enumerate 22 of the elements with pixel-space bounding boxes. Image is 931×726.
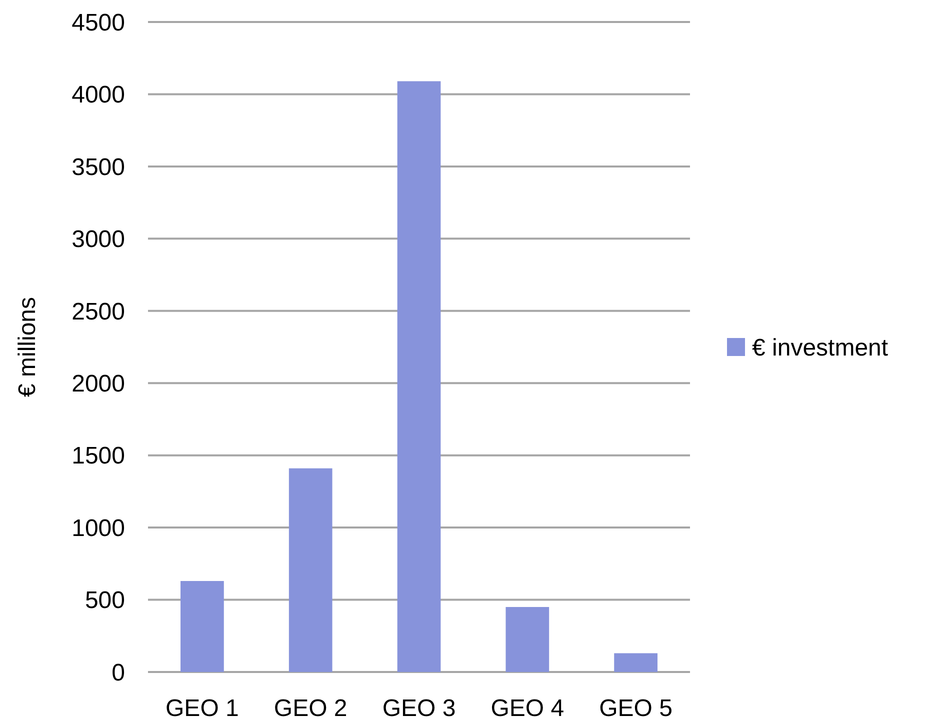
- bar: [506, 607, 550, 672]
- bar: [397, 81, 441, 672]
- y-tick-label: 2000: [72, 370, 125, 398]
- bar: [288, 468, 332, 672]
- y-axis-title: € millions: [14, 296, 41, 398]
- y-tick-label: 4000: [72, 82, 125, 109]
- y-tick-label: 4500: [72, 9, 125, 36]
- bar: [180, 581, 224, 672]
- x-tick-label: GEO 4: [490, 695, 564, 722]
- x-tick-label: GEO 2: [274, 695, 348, 722]
- x-tick-label: GEO 5: [599, 695, 672, 722]
- y-tick-label: 0: [112, 659, 125, 686]
- y-tick-label: 2500: [72, 298, 125, 326]
- y-tick-label: 1500: [72, 442, 125, 470]
- x-tick-label: GEO 1: [166, 695, 239, 722]
- y-tick-label: 1000: [72, 514, 125, 542]
- y-tick-label: 3500: [72, 154, 125, 181]
- legend-label: € investment: [752, 334, 888, 362]
- bar: [614, 653, 658, 672]
- y-tick-label: 500: [84, 587, 125, 614]
- x-tick-label: GEO 3: [382, 695, 456, 722]
- y-tick-label: 3000: [72, 226, 125, 254]
